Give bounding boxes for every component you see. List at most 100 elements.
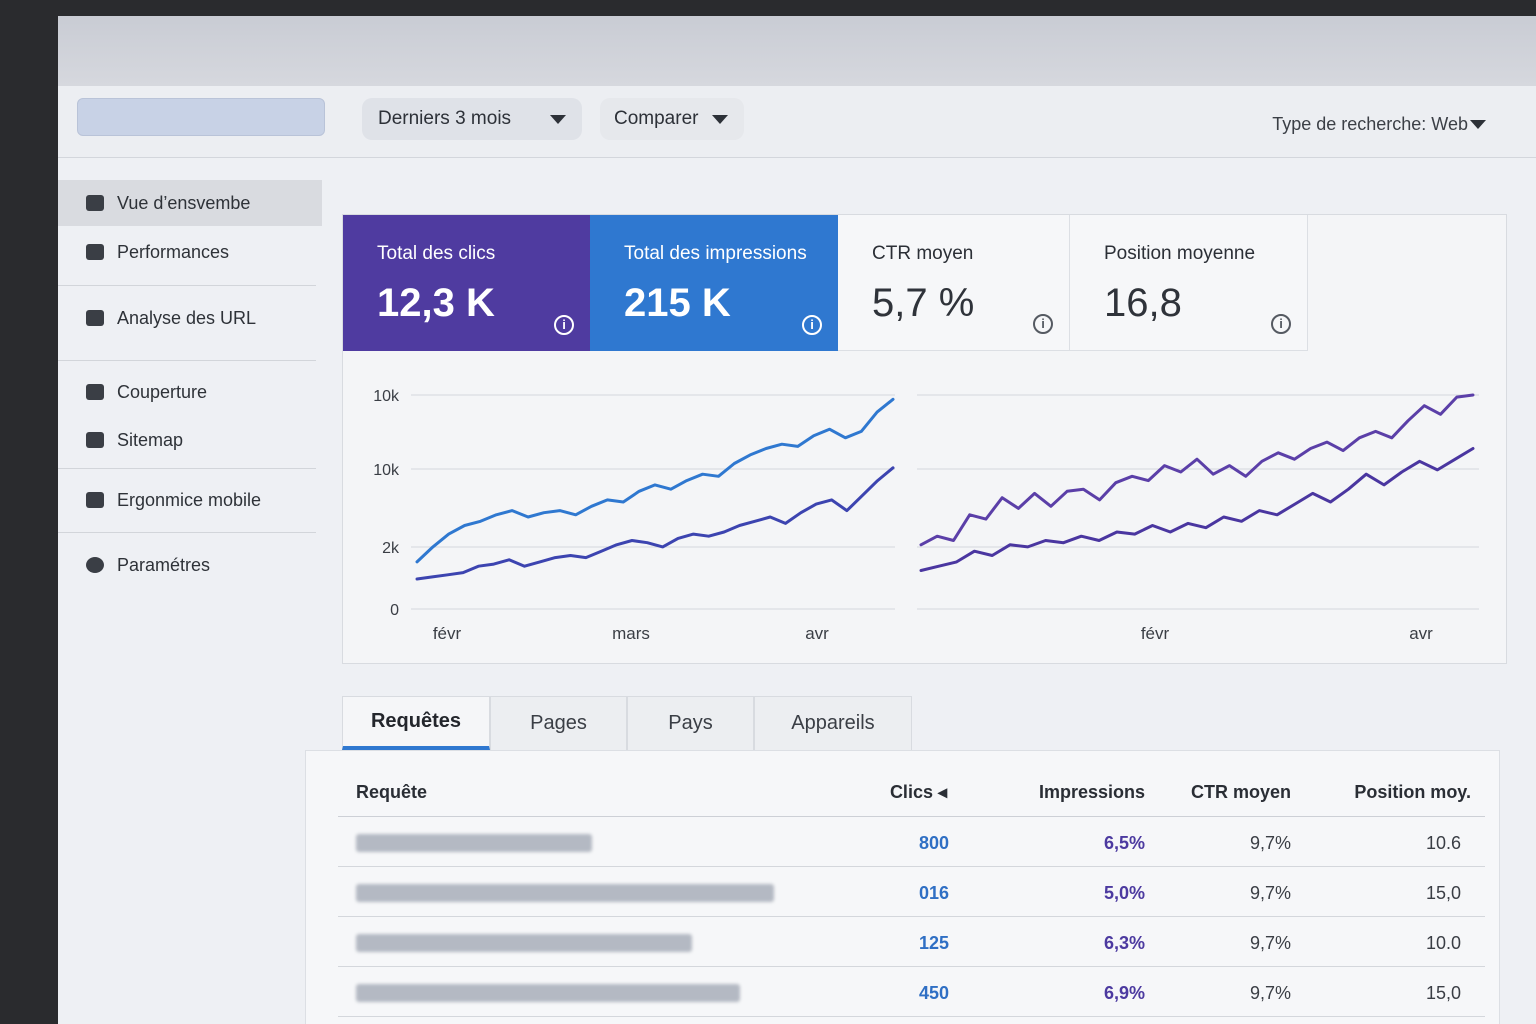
redacted-query bbox=[356, 834, 592, 852]
cell-position: 10.0 bbox=[1425, 933, 1461, 953]
cell-impressions: 6,3% bbox=[1103, 933, 1145, 953]
chevron-down-icon bbox=[1470, 120, 1486, 129]
chevron-down-icon bbox=[712, 115, 728, 124]
x-tick-label: avr bbox=[805, 624, 829, 643]
column-header-query[interactable]: Requête bbox=[356, 782, 428, 802]
sidebar-item-mobile[interactable]: Ergonmice mobile bbox=[58, 477, 322, 523]
column-header-clicks[interactable]: Clics ◂ bbox=[889, 782, 947, 802]
sitemap-icon bbox=[86, 432, 104, 448]
performance-card: Total des clics 12,3 K i Total des impre… bbox=[342, 214, 1507, 664]
cell-impressions: 6,5% bbox=[1103, 833, 1145, 853]
table-row[interactable]: 800 6,5% 9,7% 10.6 bbox=[338, 817, 1485, 867]
y-tick-label: 10k bbox=[373, 462, 400, 479]
info-icon[interactable]: i bbox=[1033, 314, 1053, 334]
metric-total-clicks[interactable]: Total des clics 12,3 K i bbox=[343, 215, 590, 351]
metric-value: 215 K bbox=[624, 281, 731, 325]
x-tick-label: févr bbox=[1141, 624, 1170, 643]
app-screen: Derniers 3 mois Comparer Type de recherc… bbox=[58, 16, 1536, 1024]
sidebar-item-performance[interactable]: Performances bbox=[58, 229, 322, 275]
metric-label: CTR moyen bbox=[872, 243, 974, 264]
toolbar: Derniers 3 mois Comparer Type de recherc… bbox=[58, 86, 1536, 158]
nav-divider bbox=[58, 360, 316, 361]
column-header-position[interactable]: Position moy. bbox=[1354, 782, 1471, 802]
metric-value: 12,3 K bbox=[377, 281, 495, 325]
cell-clicks: 800 bbox=[918, 833, 949, 853]
sidebar: Vue d’ensvembe Performances Analyse des … bbox=[58, 159, 322, 1024]
series-line-2 bbox=[415, 466, 895, 581]
cell-impressions: 6,9% bbox=[1103, 983, 1145, 1003]
cell-ctr: 9,7% bbox=[1249, 983, 1291, 1003]
sidebar-item-settings[interactable]: Paramétres bbox=[58, 542, 322, 588]
redacted-query bbox=[356, 984, 740, 1002]
overview-icon bbox=[86, 195, 104, 211]
nav-divider bbox=[58, 285, 316, 286]
tab-devices[interactable]: Appareils bbox=[754, 696, 912, 750]
chevron-down-icon bbox=[550, 115, 566, 124]
table-row[interactable]: 125 6,3% 9,7% 10.0 bbox=[338, 917, 1485, 967]
tab-countries[interactable]: Pays bbox=[627, 696, 754, 750]
cell-clicks: 016 bbox=[918, 883, 949, 903]
cell-ctr: 9,7% bbox=[1249, 833, 1291, 853]
x-tick-label: févr bbox=[433, 624, 462, 643]
series-line-1 bbox=[415, 397, 895, 564]
sidebar-item-sitemap[interactable]: Sitemap bbox=[58, 417, 322, 463]
dimension-tabs: Requêtes Pages Pays Appareils bbox=[342, 696, 912, 750]
metric-average-position[interactable]: Position moyenne 16,8 i bbox=[1070, 215, 1308, 351]
info-icon[interactable]: i bbox=[1271, 314, 1291, 334]
mobile-icon bbox=[86, 492, 104, 508]
property-search-input[interactable] bbox=[77, 98, 325, 136]
queries-table: Requête Clics ◂ Impressions CTR moyen Po… bbox=[305, 750, 1500, 1024]
cell-clicks: 450 bbox=[918, 983, 949, 1003]
cell-position: 15,0 bbox=[1425, 983, 1461, 1003]
sidebar-item-label: Sitemap bbox=[117, 429, 184, 450]
nav-divider bbox=[58, 468, 316, 469]
metric-label: Position moyenne bbox=[1104, 243, 1256, 264]
cell-position: 10.6 bbox=[1425, 833, 1461, 853]
metric-total-impressions[interactable]: Total des impressions 215 K i bbox=[590, 215, 838, 351]
compare-label: Comparer bbox=[614, 108, 699, 129]
metric-value: 16,8 bbox=[1104, 281, 1182, 325]
info-icon[interactable]: i bbox=[802, 315, 822, 335]
gear-icon bbox=[86, 557, 104, 573]
sidebar-item-label: Couperture bbox=[117, 381, 208, 402]
column-header-impressions[interactable]: Impressions bbox=[1038, 782, 1145, 802]
cell-ctr: 9,7% bbox=[1249, 933, 1291, 953]
sidebar-item-coverage[interactable]: Couperture bbox=[58, 369, 322, 415]
tab-queries[interactable]: Requêtes bbox=[342, 696, 490, 750]
metric-label: Total des impressions bbox=[624, 243, 807, 264]
x-tick-label: avr bbox=[1409, 624, 1433, 643]
y-tick-label: 10k bbox=[373, 388, 400, 405]
cell-position: 15,0 bbox=[1425, 883, 1461, 903]
performance-charts: 10k 10k 2k 0 févr mars avr févr avr bbox=[373, 388, 1479, 643]
series-line-1 bbox=[919, 393, 1475, 547]
sidebar-item-label: Paramétres bbox=[117, 554, 211, 575]
table-header: Requête Clics ◂ Impressions CTR moyen Po… bbox=[338, 751, 1485, 817]
sidebar-item-label: Analyse des URL bbox=[117, 307, 257, 328]
sidebar-item-label: Vue d’ensvembe bbox=[117, 192, 251, 213]
table-row[interactable]: 016 5,0% 9,7% 15,0 bbox=[338, 867, 1485, 917]
column-header-ctr[interactable]: CTR moyen bbox=[1190, 782, 1291, 802]
x-tick-label: mars bbox=[612, 624, 650, 643]
metric-value: 5,7 % bbox=[872, 281, 975, 325]
sidebar-item-label: Performances bbox=[117, 241, 230, 262]
y-tick-label: 2k bbox=[382, 540, 400, 557]
redacted-query bbox=[356, 934, 692, 952]
info-icon[interactable]: i bbox=[554, 315, 574, 335]
table-row[interactable]: 450 6,9% 9,7% 15,0 bbox=[338, 967, 1485, 1017]
date-range-label: Derniers 3 mois bbox=[378, 108, 512, 129]
compare-dropdown[interactable]: Comparer bbox=[600, 98, 744, 140]
date-range-dropdown[interactable]: Derniers 3 mois bbox=[362, 98, 582, 140]
sidebar-item-url-inspection[interactable]: Analyse des URL bbox=[58, 295, 322, 341]
url-inspection-icon bbox=[86, 310, 104, 326]
performance-icon bbox=[86, 244, 104, 260]
browser-top-area bbox=[58, 16, 1536, 86]
y-tick-label: 0 bbox=[390, 602, 399, 619]
sidebar-item-label: Ergonmice mobile bbox=[117, 489, 262, 510]
metric-average-ctr[interactable]: CTR moyen 5,7 % i bbox=[838, 215, 1070, 351]
redacted-query bbox=[356, 884, 774, 902]
cell-impressions: 5,0% bbox=[1103, 883, 1145, 903]
cell-clicks: 125 bbox=[918, 933, 949, 953]
tab-pages[interactable]: Pages bbox=[490, 696, 627, 750]
sidebar-item-overview[interactable]: Vue d’ensvembe bbox=[58, 180, 322, 226]
search-type-dropdown[interactable]: Type de recherche: Web bbox=[1272, 114, 1468, 134]
